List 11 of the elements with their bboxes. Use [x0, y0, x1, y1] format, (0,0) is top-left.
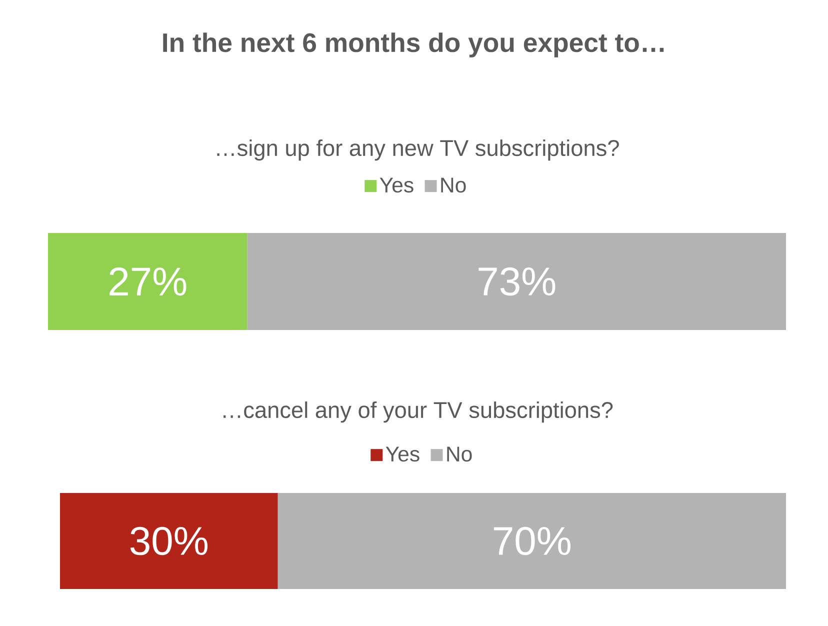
data-label: 73% — [478, 267, 556, 296]
legend-label: No — [447, 446, 472, 462]
data-label: 30% — [130, 526, 208, 556]
legend-label: Yes — [380, 178, 414, 193]
chart-title: In the next 6 months do you expect to… — [163, 32, 664, 58]
legend-label: No — [441, 178, 466, 193]
data-label: 70% — [494, 526, 571, 556]
chart-subtitle: …cancel any of your TV subscriptions? — [224, 401, 613, 423]
data-label: 27% — [110, 267, 186, 296]
chart-subtitle: …sign up for any new TV subscriptions? — [217, 139, 619, 161]
legend-label: Yes — [386, 446, 420, 462]
